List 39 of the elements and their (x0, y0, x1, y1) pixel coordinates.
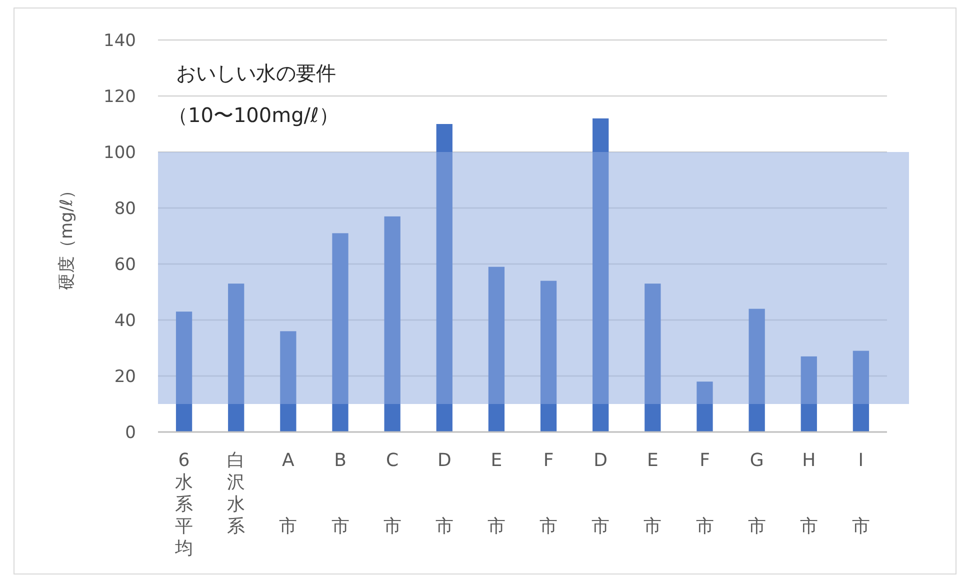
y-tick-label: 80 (114, 199, 136, 219)
category-label: E市 (487, 450, 506, 537)
y-tick-label: 120 (104, 87, 136, 107)
bar (696, 382, 713, 432)
y-tick-label: 100 (104, 143, 136, 163)
bar (228, 284, 244, 432)
annotation: （10〜100mg/ℓ） (168, 103, 339, 127)
bar (644, 284, 661, 432)
x-tick-label: 白沢水系 (227, 450, 246, 537)
y-tick-label: 0 (125, 423, 136, 443)
category-label: B市 (331, 450, 350, 537)
annotation: おいしい水の要件 (176, 61, 336, 85)
bar (332, 233, 348, 432)
x-tick-label: 6水系平均 (174, 450, 194, 559)
category-label: I市 (852, 450, 870, 537)
bar (540, 280, 557, 432)
bar (280, 331, 296, 432)
category-label: H市 (800, 450, 818, 537)
category-label: A市 (279, 450, 298, 537)
y-tick-label: 40 (114, 311, 136, 331)
bar (436, 124, 452, 432)
category-label: D市 (592, 450, 610, 537)
bar (748, 308, 765, 432)
bar (852, 350, 870, 432)
bar (592, 118, 609, 432)
y-tick-label: 140 (104, 31, 136, 51)
category-label: C市 (383, 450, 402, 537)
category-label: E市 (644, 450, 662, 537)
bar (176, 312, 192, 432)
category-label: F市 (540, 450, 558, 537)
category-label: F市 (696, 450, 714, 537)
bar (488, 266, 505, 432)
bar (384, 216, 400, 432)
category-label: G市 (748, 450, 766, 537)
y-tick-label: 20 (114, 367, 136, 387)
category-label: D市 (435, 450, 454, 537)
y-axis-title: 硬度（mg/ℓ） (57, 182, 77, 290)
bar (800, 356, 817, 432)
y-tick-label: 60 (114, 255, 136, 275)
